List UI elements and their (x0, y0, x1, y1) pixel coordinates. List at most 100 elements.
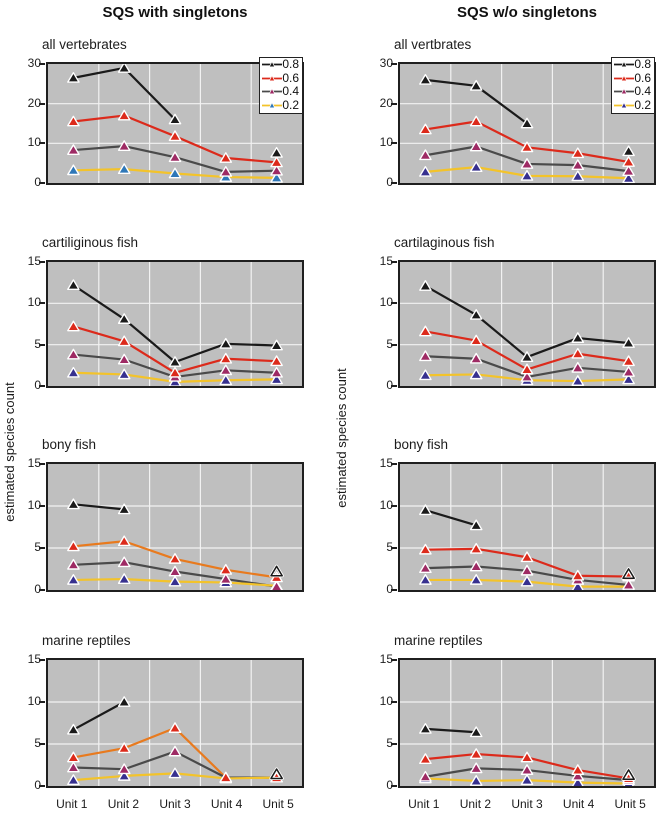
data-point-marker (67, 751, 80, 763)
data-point-marker (419, 770, 432, 782)
x-tick-label: Unit 2 (107, 797, 140, 811)
legend-marker (620, 88, 628, 95)
data-point-marker (469, 560, 483, 572)
chart-panel-cartilaginous-fish-without: cartilaginous fish 0 5 10 15 (380, 235, 656, 392)
y-tick-label: 5 (386, 736, 393, 750)
data-point-marker (270, 339, 283, 351)
legend-label: 0.2 (634, 97, 651, 112)
data-point-marker (469, 161, 483, 173)
legend-swatch (262, 61, 283, 68)
legend: 0.8 0.6 0.4 0.2 (259, 57, 303, 114)
y-tick-mark (391, 701, 397, 703)
plot-area (398, 260, 656, 388)
data-point-marker (469, 115, 483, 127)
data-point-marker (168, 575, 182, 587)
data-point-marker (571, 159, 585, 171)
data-point-marker (571, 375, 585, 386)
data-point-marker (520, 351, 534, 362)
chart-svg (400, 464, 654, 590)
data-point-marker (219, 563, 233, 575)
data-point-marker (622, 579, 635, 590)
data-point-marker (117, 535, 131, 547)
data-point-marker (419, 543, 432, 555)
legend-marker (620, 101, 628, 108)
data-point-marker (469, 726, 483, 738)
data-point-marker (419, 369, 432, 381)
y-tick-label: 10 (379, 694, 393, 708)
data-point-marker (469, 140, 483, 152)
data-point-marker (117, 770, 131, 781)
y-tick-label: 10 (379, 295, 393, 310)
legend-marker (620, 61, 628, 68)
legend-entry-0.4: 0.4 (614, 85, 651, 99)
y-tick-label: 10 (27, 295, 41, 310)
y-tick-label: 0 (386, 582, 393, 596)
y-tick-label: 0 (34, 175, 41, 189)
y-tick-label: 0 (386, 378, 393, 392)
chart-panel-bony-fish-with: bony fish 0 5 10 15 (28, 437, 304, 596)
data-point-marker (168, 151, 182, 163)
legend-swatch (262, 88, 283, 95)
data-point-marker (469, 519, 483, 531)
data-point-marker (419, 73, 432, 85)
chart-panel-all-vertebrates-with: all vertebrates 0 10 20 30 0.8 0.6 0.4 0.2 (28, 37, 304, 189)
y-tick-label: 15 (379, 456, 393, 470)
y-tick-mark (391, 659, 397, 661)
y-tick-mark (39, 302, 45, 305)
legend-label: 0.6 (634, 70, 651, 85)
legend-label: 0.4 (282, 84, 299, 99)
data-point-marker (67, 144, 80, 155)
chart-svg (48, 660, 302, 786)
series-line-0.8 (424, 285, 629, 359)
data-point-marker (117, 313, 131, 324)
data-point-marker (571, 776, 584, 786)
data-point-marker (117, 140, 131, 152)
data-point-marker (219, 364, 233, 376)
y-tick-label: 30 (27, 56, 41, 70)
data-point-marker (469, 775, 483, 786)
data-point-marker (622, 355, 635, 367)
data-point-marker (67, 774, 80, 786)
subplot-title: bony fish (42, 437, 97, 452)
y-tick-mark (391, 589, 397, 591)
subplot-title: all vertbrates (394, 37, 472, 52)
y-tick-label: 30 (379, 56, 393, 70)
plot-area (398, 462, 656, 592)
data-point-marker (520, 575, 534, 587)
data-point-marker-open (270, 565, 283, 577)
y-tick-label: 5 (34, 540, 41, 554)
data-point-marker (67, 320, 80, 332)
data-point-marker (622, 145, 635, 157)
data-point-marker (117, 573, 131, 584)
y-tick-label: 5 (34, 736, 41, 750)
data-point-marker (67, 761, 80, 773)
data-point-marker (419, 574, 432, 585)
data-point-marker (571, 332, 585, 343)
y-tick-mark (39, 701, 45, 703)
y-tick-label: 5 (34, 336, 41, 351)
x-tick-label: Unit 2 (459, 797, 492, 811)
column-title-without-singletons: SQS w/o singletons (456, 4, 598, 21)
y-axis-ticks: 0 5 10 15 (13, 457, 41, 596)
series-line-0.8 (425, 727, 477, 734)
data-point-marker (419, 562, 432, 574)
data-point-marker (571, 764, 585, 775)
data-point-marker (469, 542, 483, 554)
data-point-marker (571, 170, 585, 182)
y-axis-ticks: 0 10 20 30 (365, 57, 393, 189)
series-line-0.8 (73, 503, 125, 511)
data-point-marker (571, 347, 585, 359)
y-tick-label: 15 (379, 652, 393, 666)
y-tick-mark (391, 547, 397, 549)
data-point-marker (117, 556, 131, 568)
x-axis-labels-left: Unit 1 Unit 2 Unit 3 Unit 4 Unit 5 (46, 797, 304, 813)
y-tick-label: 15 (27, 456, 41, 470)
data-point-marker (419, 149, 432, 161)
subplot-title: all vertebrates (42, 37, 127, 52)
y-tick-mark (39, 102, 45, 105)
chart-panel-bony-fish-without: bony fish 0 5 10 15 (380, 437, 656, 596)
y-tick-mark (39, 182, 45, 184)
data-point-marker (67, 348, 80, 360)
legend-entry-0.8: 0.8 (262, 58, 299, 72)
